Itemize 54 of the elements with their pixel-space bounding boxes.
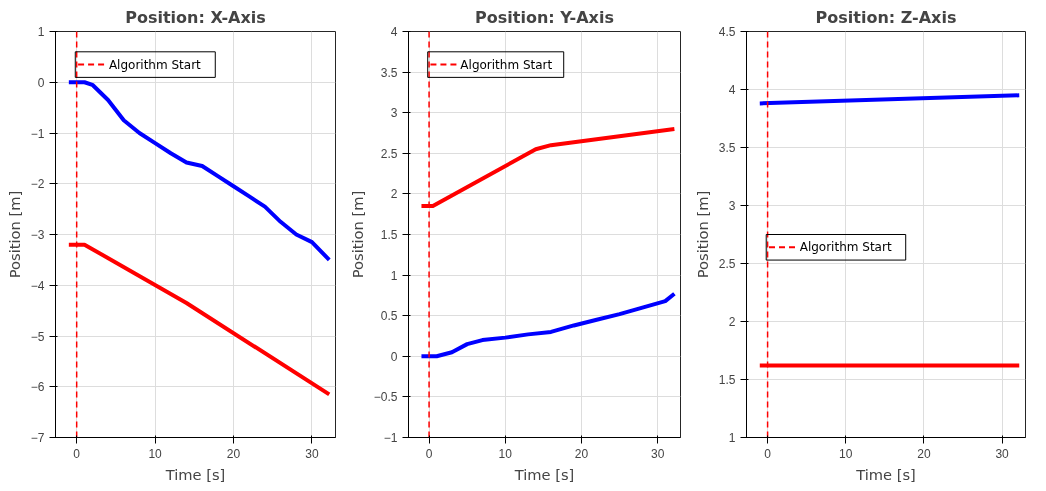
x-tick-label: 0 [764,446,772,461]
x-tick-label: 30 [305,446,319,461]
x-tick-label: 20 [917,446,931,461]
y-tick-label: 2 [728,315,736,329]
x-tick-label: 20 [226,446,241,461]
y-tick-label: −2 [30,177,45,192]
y-tick-label: 4.5 [718,25,736,39]
y-tick-label: 4 [728,83,736,97]
x-axis-title: Time [s] [164,465,226,483]
y-tick-label: −6 [30,380,45,395]
ref-line-label: Algorithm Start [460,57,553,72]
x-tick-label: 30 [650,446,665,461]
x-axis-title: Time [s] [855,465,916,483]
y-tick-label: 0 [37,75,45,90]
y-tick-label: 1.5 [380,228,398,242]
y-tick-label: −1 [383,431,398,445]
x-tick-label: 10 [839,446,853,461]
y-axis-title: Position [m] [693,190,711,279]
y-tick-label: 0 [390,349,398,364]
y-tick-label: 1 [390,268,398,283]
y-tick-label: 1 [37,25,45,39]
y-tick-label: −1 [30,126,45,141]
x-tick-label: 30 [995,446,1010,461]
y-axis-title: Position [m] [348,190,366,279]
line-series [66,80,332,262]
chart-title: Position: Y-Axis [475,7,614,27]
y-tick-label: 3.5 [718,141,736,155]
y-tick-label: −3 [30,228,45,242]
x-axis-title: Time [s] [513,465,575,483]
y-tick-label: 3 [390,106,398,121]
x-tick-label: 0 [73,446,81,461]
y-tick-label: 1 [728,431,736,445]
chart-title: Position: X-Axis [125,7,266,27]
x-tick-label: 20 [574,446,589,461]
y-tick-label: 4 [390,25,398,39]
y-tick-label: 0.5 [380,309,398,324]
x-tick-label: 10 [148,446,163,461]
y-tick-label: 2.5 [380,146,398,161]
y-tick-label: −7 [30,431,45,445]
x-tick-label: 10 [498,446,513,461]
y-tick-label: −0.5 [373,390,398,405]
y-tick-label: 2.5 [718,257,736,271]
y-tick-label: −5 [30,329,45,344]
y-tick-label: −4 [30,278,45,293]
y-tick-label: 3 [728,199,736,213]
y-tick-label: 2 [390,187,398,202]
ref-line-label: Algorithm Start [799,240,892,255]
x-tick-label: 0 [425,446,433,461]
ref-line-label: Algorithm Start [108,57,202,72]
y-axis-title: Position [m] [5,190,23,279]
y-tick-label: 1.5 [718,373,736,387]
line-series [419,291,677,359]
chart-title: Position: Z-Axis [815,7,957,27]
y-tick-label: 3.5 [380,65,398,80]
